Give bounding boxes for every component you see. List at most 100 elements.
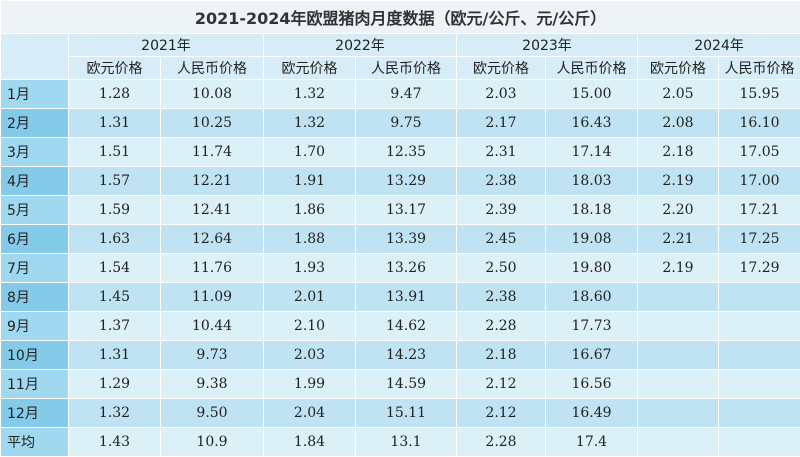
- data-cell: 13.1: [356, 428, 457, 457]
- data-cell: 11.74: [161, 138, 264, 167]
- empty-cell: [719, 312, 800, 341]
- data-cell: 9.50: [161, 399, 264, 428]
- data-cell: 1.32: [69, 399, 161, 428]
- data-cell: 13.29: [356, 167, 457, 196]
- data-cell: 2.04: [264, 399, 356, 428]
- empty-cell: [638, 283, 719, 312]
- data-cell: 2.10: [264, 312, 356, 341]
- data-cell: 16.43: [546, 109, 638, 138]
- column-header: 人民币价格: [719, 57, 800, 80]
- data-cell: 12.64: [161, 225, 264, 254]
- data-cell: 2.17: [457, 109, 546, 138]
- table-title: 2021-2024年欧盟猪肉月度数据（欧元/公斤、元/公斤）: [1, 1, 800, 34]
- column-header: 人民币价格: [546, 57, 638, 80]
- column-header: 欧元价格: [264, 57, 356, 80]
- data-cell: 11.09: [161, 283, 264, 312]
- data-cell: 10.9: [161, 428, 264, 457]
- data-cell: 17.4: [546, 428, 638, 457]
- data-cell: 1.63: [69, 225, 161, 254]
- data-cell: 2.28: [457, 428, 546, 457]
- empty-cell: [719, 370, 800, 399]
- data-cell: 14.59: [356, 370, 457, 399]
- column-header: 人民币价格: [356, 57, 457, 80]
- data-cell: 1.93: [264, 254, 356, 283]
- row-label: 8月: [1, 283, 69, 312]
- data-cell: 9.75: [356, 109, 457, 138]
- data-cell: 17.73: [546, 312, 638, 341]
- corner: [1, 34, 69, 80]
- data-cell: 1.86: [264, 196, 356, 225]
- column-header: 人民币价格: [161, 57, 264, 80]
- data-cell: 2.39: [457, 196, 546, 225]
- data-cell: 12.41: [161, 196, 264, 225]
- row-label: 10月: [1, 341, 69, 370]
- row-label: 平均: [1, 428, 69, 457]
- data-cell: 1.32: [264, 109, 356, 138]
- data-cell: 2.20: [638, 196, 719, 225]
- row-label: 2月: [1, 109, 69, 138]
- title-row: 2021-2024年欧盟猪肉月度数据（欧元/公斤、元/公斤）: [1, 1, 800, 34]
- data-cell: 18.60: [546, 283, 638, 312]
- data-cell: 1.59: [69, 196, 161, 225]
- data-cell: 10.44: [161, 312, 264, 341]
- data-cell: 1.70: [264, 138, 356, 167]
- data-cell: 1.28: [69, 80, 161, 109]
- data-cell: 13.26: [356, 254, 457, 283]
- data-cell: 17.00: [719, 167, 800, 196]
- data-cell: 12.35: [356, 138, 457, 167]
- data-cell: 18.03: [546, 167, 638, 196]
- data-cell: 2.18: [638, 138, 719, 167]
- year-header: 2024年: [638, 34, 800, 57]
- data-cell: 2.19: [638, 254, 719, 283]
- data-cell: 17.29: [719, 254, 800, 283]
- data-cell: 2.38: [457, 283, 546, 312]
- data-cell: 1.84: [264, 428, 356, 457]
- column-header: 欧元价格: [457, 57, 546, 80]
- data-cell: 16.56: [546, 370, 638, 399]
- data-cell: 2.31: [457, 138, 546, 167]
- data-cell: 16.49: [546, 399, 638, 428]
- data-cell: 2.03: [457, 80, 546, 109]
- row-label: 5月: [1, 196, 69, 225]
- subheader-row: 欧元价格人民币价格欧元价格人民币价格欧元价格人民币价格欧元价格人民币价格: [1, 57, 800, 80]
- data-cell: 1.45: [69, 283, 161, 312]
- data-cell: 2.05: [638, 80, 719, 109]
- data-cell: 1.91: [264, 167, 356, 196]
- data-cell: 2.08: [638, 109, 719, 138]
- year-header: 2023年: [457, 34, 638, 57]
- data-cell: 18.18: [546, 196, 638, 225]
- row-label: 11月: [1, 370, 69, 399]
- empty-cell: [638, 341, 719, 370]
- data-cell: 1.29: [69, 370, 161, 399]
- data-cell: 1.54: [69, 254, 161, 283]
- row-label: 7月: [1, 254, 69, 283]
- data-cell: 14.62: [356, 312, 457, 341]
- data-cell: 2.01: [264, 283, 356, 312]
- data-cell: 1.43: [69, 428, 161, 457]
- empty-cell: [638, 399, 719, 428]
- data-cell: 2.12: [457, 370, 546, 399]
- data-cell: 10.25: [161, 109, 264, 138]
- row-label: 4月: [1, 167, 69, 196]
- data-cell: 2.18: [457, 341, 546, 370]
- data-cell: 15.00: [546, 80, 638, 109]
- data-cell: 16.67: [546, 341, 638, 370]
- data-cell: 2.03: [264, 341, 356, 370]
- empty-cell: [638, 428, 719, 457]
- column-header: 欧元价格: [69, 57, 161, 80]
- data-cell: 2.50: [457, 254, 546, 283]
- empty-cell: [719, 399, 800, 428]
- data-cell: 15.11: [356, 399, 457, 428]
- data-cell: 9.38: [161, 370, 264, 399]
